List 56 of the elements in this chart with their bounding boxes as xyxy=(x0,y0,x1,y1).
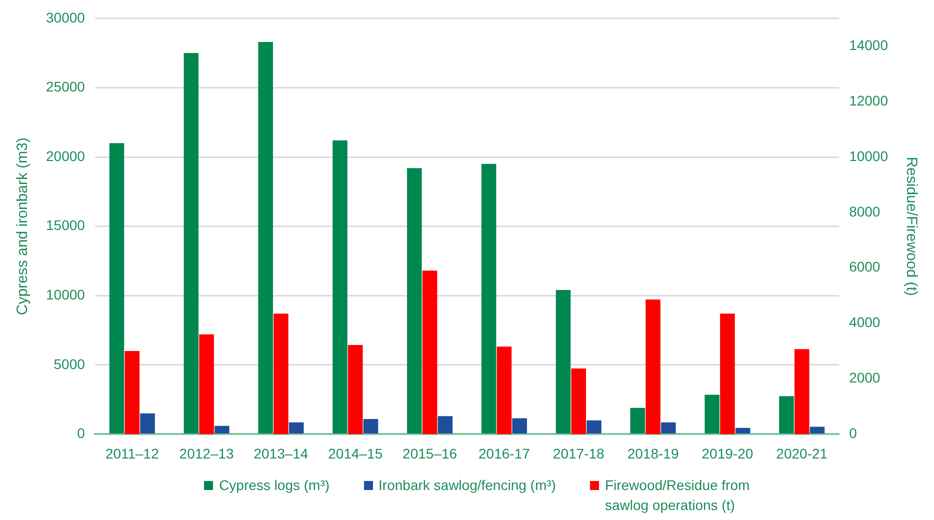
x-tick-label: 2019-20 xyxy=(702,445,754,462)
bar xyxy=(214,426,230,434)
y2-axis-title: Residue/Firewood (t) xyxy=(902,156,920,296)
bar xyxy=(481,164,496,434)
y-tick-label: 5000 xyxy=(54,356,86,372)
legend-label: Cypress logs (m³) xyxy=(219,476,330,495)
bar xyxy=(630,408,646,434)
x-tick-label: 2011–12 xyxy=(105,445,160,462)
y-tick-label: 20000 xyxy=(46,148,86,164)
bar xyxy=(512,418,527,434)
y2-tick-label: 10000 xyxy=(849,148,888,164)
bar xyxy=(646,299,660,434)
bar xyxy=(556,290,571,434)
y-tick-label: 10000 xyxy=(46,286,86,302)
bar xyxy=(720,314,735,434)
bar xyxy=(274,314,288,434)
x-tick-label: 2014–15 xyxy=(328,445,383,462)
bar xyxy=(794,349,810,434)
y-tick-label: 15000 xyxy=(46,217,86,234)
x-tick-label: 2012–13 xyxy=(179,445,234,462)
y2-tick-label: 6000 xyxy=(849,258,880,275)
y2-tick-label: 8000 xyxy=(849,203,880,220)
x-tick-label: 2018-19 xyxy=(627,445,679,462)
bar xyxy=(810,426,825,434)
bar xyxy=(199,334,214,434)
x-tick-label: 2016-17 xyxy=(478,445,530,462)
bar xyxy=(586,420,602,434)
bar xyxy=(184,53,199,434)
y-tick-label: 25000 xyxy=(46,78,86,95)
bar xyxy=(288,422,304,434)
y-tick-label: 30000 xyxy=(46,9,86,26)
x-tick-label: 2017-18 xyxy=(552,445,605,462)
bar xyxy=(661,422,676,434)
bar xyxy=(140,413,155,434)
y2-tick-label: 12000 xyxy=(849,92,888,108)
bar xyxy=(348,344,363,434)
bar xyxy=(109,143,124,434)
bar xyxy=(363,418,378,434)
bar xyxy=(332,140,348,434)
bar xyxy=(496,346,512,434)
x-tick-label: 2013–14 xyxy=(254,445,308,462)
y2-tick-label: 4000 xyxy=(849,314,880,330)
legend-label: Firewood/Residue from sawlog operations (t) xyxy=(604,476,751,515)
bar xyxy=(258,42,273,434)
bar xyxy=(438,416,453,434)
y2-tick-label: 0 xyxy=(849,425,858,442)
y2-tick-label: 14000 xyxy=(849,36,888,53)
bar xyxy=(704,394,720,434)
bar xyxy=(735,428,750,434)
x-tick-label: 2020-21 xyxy=(776,445,828,462)
bar xyxy=(124,351,140,434)
y2-tick-label: 2000 xyxy=(849,370,880,386)
y-axis-title: Cypress and ironbark (m3) xyxy=(14,138,32,316)
legend-label: Ironbark sawlog/fencing (m³) xyxy=(378,476,556,495)
x-tick-label: 2015–16 xyxy=(402,445,458,462)
y-tick-label: 0 xyxy=(77,425,86,442)
